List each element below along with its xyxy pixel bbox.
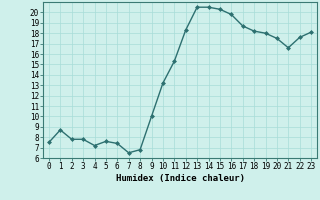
X-axis label: Humidex (Indice chaleur): Humidex (Indice chaleur) [116, 174, 244, 183]
